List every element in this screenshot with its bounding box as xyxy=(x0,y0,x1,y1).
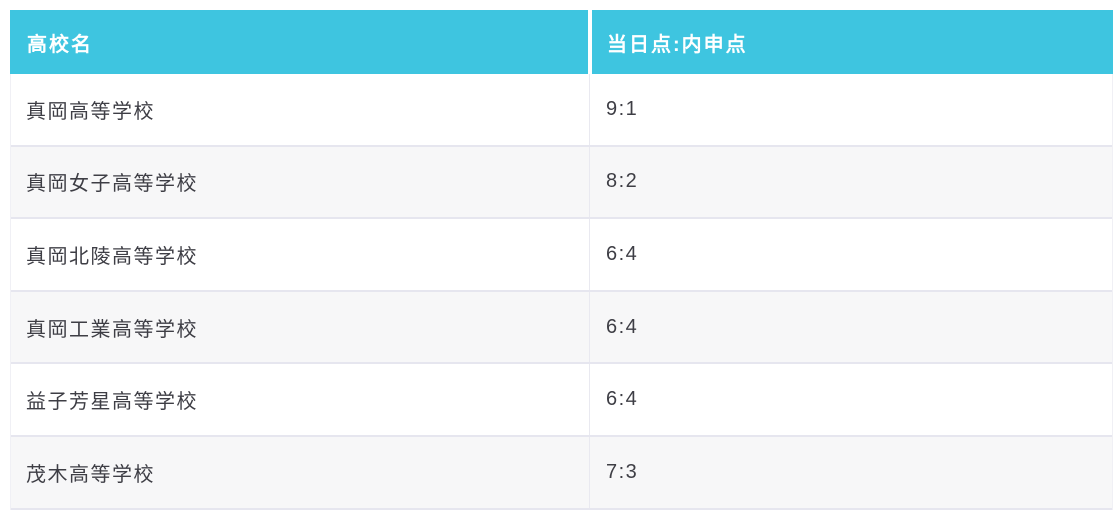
table-header-row: 高校名 当日点:内申点 xyxy=(10,10,1113,74)
ratio-value-cell: 6:4 xyxy=(606,315,639,338)
table-row: 真岡女子高等学校 8:2 xyxy=(11,146,1112,220)
ratio-value-cell: 6:4 xyxy=(606,388,639,411)
school-name-cell: 真岡女子高等学校 xyxy=(11,146,590,218)
header-column-divider xyxy=(588,10,592,74)
table-body: 真岡高等学校 9:1 真岡女子高等学校 8:2 真岡北陵高等学校 6:4 真岡工… xyxy=(10,74,1113,510)
table-row: 益子芳星高等学校 6:4 xyxy=(11,364,1112,437)
school-name-cell: 真岡工業高等学校 xyxy=(11,291,590,363)
school-name-cell: 真岡高等学校 xyxy=(11,74,590,145)
ratio-value-cell: 8:2 xyxy=(606,170,639,193)
table-row: 茂木高等学校 7:3 xyxy=(11,436,1112,510)
school-name-cell: 益子芳星高等学校 xyxy=(11,364,590,435)
table-row: 真岡北陵高等学校 6:4 xyxy=(11,219,1112,292)
table-row: 真岡工業高等学校 6:4 xyxy=(11,291,1112,365)
column-header-school-name: 高校名 xyxy=(10,10,588,74)
ratio-value-cell: 9:1 xyxy=(606,97,639,120)
school-name-cell: 真岡北陵高等学校 xyxy=(11,219,590,290)
ratio-value-cell: 6:4 xyxy=(606,242,639,265)
ratio-value-cell: 7:3 xyxy=(606,460,639,483)
school-ratio-table: 高校名 当日点:内申点 真岡高等学校 9:1 真岡女子高等学校 8:2 真岡北陵… xyxy=(10,10,1113,510)
table-row: 真岡高等学校 9:1 xyxy=(11,74,1112,147)
column-header-exam-ratio: 当日点:内申点 xyxy=(592,10,1113,74)
school-name-cell: 茂木高等学校 xyxy=(11,436,590,508)
